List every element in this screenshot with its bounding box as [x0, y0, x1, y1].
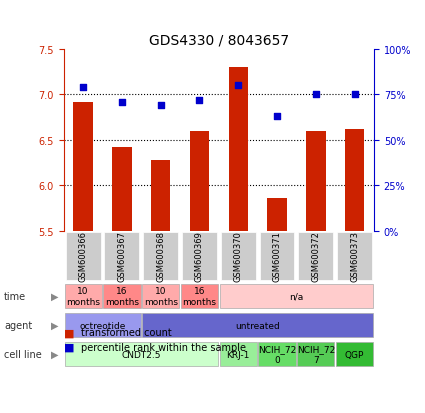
Point	[196, 97, 203, 104]
Text: n/a: n/a	[289, 292, 303, 301]
Text: GSM600366: GSM600366	[79, 230, 88, 282]
FancyBboxPatch shape	[65, 284, 102, 309]
Text: octreotide: octreotide	[79, 321, 126, 330]
Text: ■: ■	[64, 328, 74, 337]
Text: ▶: ▶	[51, 349, 59, 359]
FancyBboxPatch shape	[142, 284, 179, 309]
FancyBboxPatch shape	[298, 232, 333, 280]
FancyBboxPatch shape	[103, 284, 141, 309]
Bar	[306, 131, 326, 231]
Title: GDS4330 / 8043657: GDS4330 / 8043657	[149, 33, 289, 47]
Text: GSM600369: GSM600369	[195, 231, 204, 281]
FancyBboxPatch shape	[66, 232, 101, 280]
Text: GSM600370: GSM600370	[234, 231, 243, 281]
FancyBboxPatch shape	[336, 342, 373, 366]
Text: GSM600373: GSM600373	[350, 230, 359, 282]
FancyBboxPatch shape	[142, 313, 373, 337]
FancyBboxPatch shape	[181, 284, 218, 309]
Text: GSM600372: GSM600372	[312, 231, 320, 281]
Point	[351, 92, 358, 98]
Text: GSM600367: GSM600367	[117, 230, 126, 282]
FancyBboxPatch shape	[65, 342, 218, 366]
FancyBboxPatch shape	[220, 284, 373, 309]
Text: NCIH_72
0: NCIH_72 0	[258, 344, 296, 364]
Text: KRJ-1: KRJ-1	[227, 350, 250, 358]
Text: ▶: ▶	[51, 320, 59, 330]
FancyBboxPatch shape	[105, 232, 139, 280]
Bar	[345, 130, 364, 231]
FancyBboxPatch shape	[260, 232, 295, 280]
Point	[274, 114, 280, 120]
Text: 16
months: 16 months	[105, 287, 139, 306]
Text: GSM600371: GSM600371	[272, 231, 281, 281]
Bar	[229, 68, 248, 231]
Point	[80, 84, 87, 91]
FancyBboxPatch shape	[182, 232, 217, 280]
Text: agent: agent	[4, 320, 32, 330]
FancyBboxPatch shape	[337, 232, 372, 280]
Bar	[267, 199, 287, 231]
Point	[157, 102, 164, 109]
Point	[312, 92, 319, 98]
FancyBboxPatch shape	[297, 342, 334, 366]
FancyBboxPatch shape	[65, 313, 141, 337]
Text: ■: ■	[64, 342, 74, 352]
Bar	[190, 131, 209, 231]
Text: CNDT2.5: CNDT2.5	[122, 350, 161, 358]
Text: 10
months: 10 months	[144, 287, 178, 306]
Text: 10
months: 10 months	[66, 287, 100, 306]
Text: 16
months: 16 months	[182, 287, 216, 306]
Text: QGP: QGP	[345, 350, 364, 358]
Text: NCIH_72
7: NCIH_72 7	[297, 344, 335, 364]
FancyBboxPatch shape	[258, 342, 296, 366]
Point	[235, 83, 242, 89]
Text: percentile rank within the sample: percentile rank within the sample	[81, 342, 246, 352]
FancyBboxPatch shape	[221, 232, 256, 280]
Text: GSM600368: GSM600368	[156, 230, 165, 282]
Bar	[151, 160, 170, 231]
FancyBboxPatch shape	[143, 232, 178, 280]
Text: cell line: cell line	[4, 349, 42, 359]
Text: ▶: ▶	[51, 291, 59, 301]
FancyBboxPatch shape	[220, 342, 257, 366]
Text: transformed count: transformed count	[81, 328, 172, 337]
Text: untreated: untreated	[235, 321, 280, 330]
Point	[119, 99, 125, 106]
Bar	[74, 102, 93, 231]
Text: time: time	[4, 291, 26, 301]
Bar	[112, 148, 132, 231]
